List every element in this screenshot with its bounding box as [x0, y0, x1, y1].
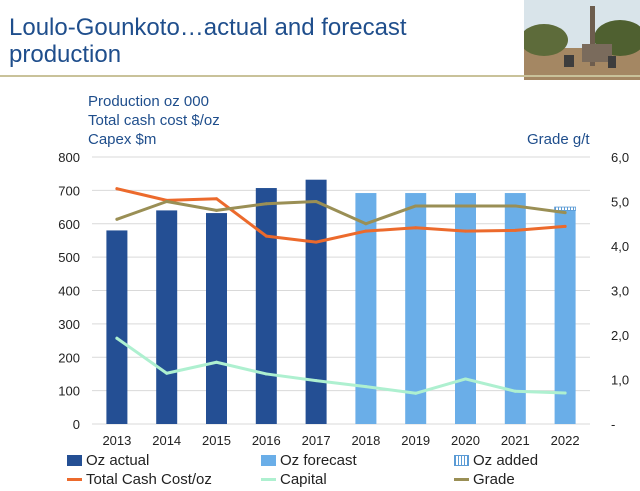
bar-oz-forecast	[504, 193, 526, 424]
slide-title: Loulo-Gounkoto…actual and forecast produ…	[9, 14, 407, 68]
legend-swatch-grade	[454, 478, 469, 481]
line-grade-point	[414, 204, 418, 208]
left-tick-label: 200	[58, 350, 80, 365]
bar-oz-forecast	[355, 193, 377, 424]
line-total-cash-cost-point	[364, 229, 368, 233]
bar-oz-forecast	[405, 193, 427, 424]
line-grade-point	[115, 217, 119, 221]
bar-oz-actual	[305, 179, 327, 424]
line-capital-point	[513, 389, 517, 393]
drill-rig-photo	[524, 0, 640, 80]
line-capital-point	[314, 379, 318, 383]
line-grade-point	[165, 200, 169, 203]
left-tick-label: 800	[58, 150, 80, 165]
line-capital-point	[364, 385, 368, 389]
line-total-cash-cost-point	[563, 224, 567, 228]
legend: Oz actual Oz forecast Oz added Total Cas…	[64, 452, 640, 491]
left-tick-label: 400	[58, 284, 80, 299]
line-capital-point	[414, 391, 418, 395]
line-grade-point	[563, 211, 567, 215]
legend-swatch-oz-forecast	[261, 455, 276, 466]
bar-oz-added	[554, 206, 576, 211]
bar-oz-forecast	[455, 193, 476, 424]
right-tick-label: 5,0	[611, 195, 629, 210]
legend-oz-added: Oz added	[454, 452, 538, 469]
line-capital-point	[165, 371, 169, 375]
bar-oz-actual	[206, 213, 227, 424]
bar-oz-actual	[106, 230, 128, 424]
right-tick-label: 3,0	[611, 284, 629, 299]
x-tick-label: 2018	[351, 433, 380, 448]
line-total-cash-cost-point	[215, 197, 218, 201]
legend-label-oz-forecast: Oz forecast	[280, 452, 357, 469]
line-total-cash-cost-point	[115, 187, 119, 191]
legend-capital: Capital	[261, 471, 327, 488]
x-tick-label: 2017	[302, 433, 331, 448]
legend-swatch-oz-added	[454, 455, 469, 466]
bar-oz-forecast	[554, 210, 576, 424]
line-capital-point	[115, 336, 119, 340]
line-grade	[115, 200, 567, 226]
x-tick-label: 2014	[152, 433, 181, 448]
legend-label-capital: Capital	[280, 471, 327, 488]
left-tick-label: 600	[58, 217, 80, 232]
lines	[115, 187, 567, 395]
line-grade-point	[264, 202, 268, 206]
line-grade-point	[464, 204, 467, 208]
line-capital-point	[464, 377, 467, 381]
left-tick-label: 700	[58, 183, 80, 198]
right-tick-label: -	[611, 417, 615, 432]
left-tick-label: 500	[58, 250, 80, 265]
left-tick-label: 300	[58, 317, 80, 332]
legend-label-total-cash-cost: Total Cash Cost/oz	[86, 471, 212, 488]
line-total-cash-cost-point	[513, 228, 517, 232]
legend-label-grade: Grade	[473, 471, 515, 488]
line-total-cash-cost-point	[414, 226, 418, 230]
legend-oz-forecast: Oz forecast	[261, 452, 357, 469]
production-chart: 0 100 200 300 400 500 600 700 800 - 1,0 2,0 3,0 4,0 5,…	[58, 150, 629, 448]
line-capital-point	[215, 360, 218, 364]
left-tick-label: 100	[58, 384, 80, 399]
legend-total-cash-cost: Total Cash Cost/oz	[67, 471, 212, 488]
legend-label-oz-actual: Oz actual	[86, 452, 150, 469]
line-capital-point	[563, 391, 567, 395]
line-grade-point	[364, 222, 368, 226]
legend-grade: Grade	[454, 471, 515, 488]
right-tick-label: 6,0	[611, 150, 629, 165]
line-grade-point	[314, 200, 318, 203]
line-capital	[115, 336, 567, 395]
line-total-cash-cost-point	[264, 234, 268, 238]
legend-swatch-capital	[261, 478, 276, 481]
line-grade-point	[513, 204, 517, 208]
line-total-cash-cost	[115, 187, 567, 244]
right-tick-label: 2,0	[611, 328, 629, 343]
left-axis-label-capex: Capex $m	[88, 131, 157, 148]
x-tick-label: 2020	[451, 433, 480, 448]
x-tick-label: 2016	[252, 433, 281, 448]
left-axis-label-cash-cost: Total cash cost $/oz	[88, 112, 220, 129]
right-tick-label: 1,0	[611, 373, 629, 388]
x-tick-label: 2015	[202, 433, 231, 448]
legend-swatch-oz-actual	[67, 455, 82, 466]
bar-oz-actual	[255, 188, 277, 424]
right-axis-label-grade: Grade g/t	[527, 131, 590, 148]
line-total-cash-cost-point	[464, 229, 467, 233]
x-tick-label: 2019	[401, 433, 430, 448]
x-tick-label: 2022	[551, 433, 580, 448]
bar-oz-actual	[156, 210, 178, 424]
line-capital-point	[264, 372, 268, 376]
x-tick-label: 2013	[102, 433, 131, 448]
axis-labels: 0 100 200 300 400 500 600 700 800 - 1,0 2,0 3,0 4,0 5,…	[58, 150, 629, 448]
legend-oz-actual: Oz actual	[67, 452, 149, 469]
right-tick-label: 4,0	[611, 239, 629, 254]
x-tick-label: 2021	[501, 433, 530, 448]
line-total-cash-cost-point	[314, 240, 318, 244]
left-axis-label-production: Production oz 000	[88, 93, 209, 110]
legend-swatch-total-cash-cost	[67, 478, 82, 481]
line-grade-point	[215, 208, 218, 212]
legend-label-oz-added: Oz added	[473, 452, 539, 469]
title-divider	[0, 75, 640, 77]
left-tick-label: 0	[73, 417, 80, 432]
